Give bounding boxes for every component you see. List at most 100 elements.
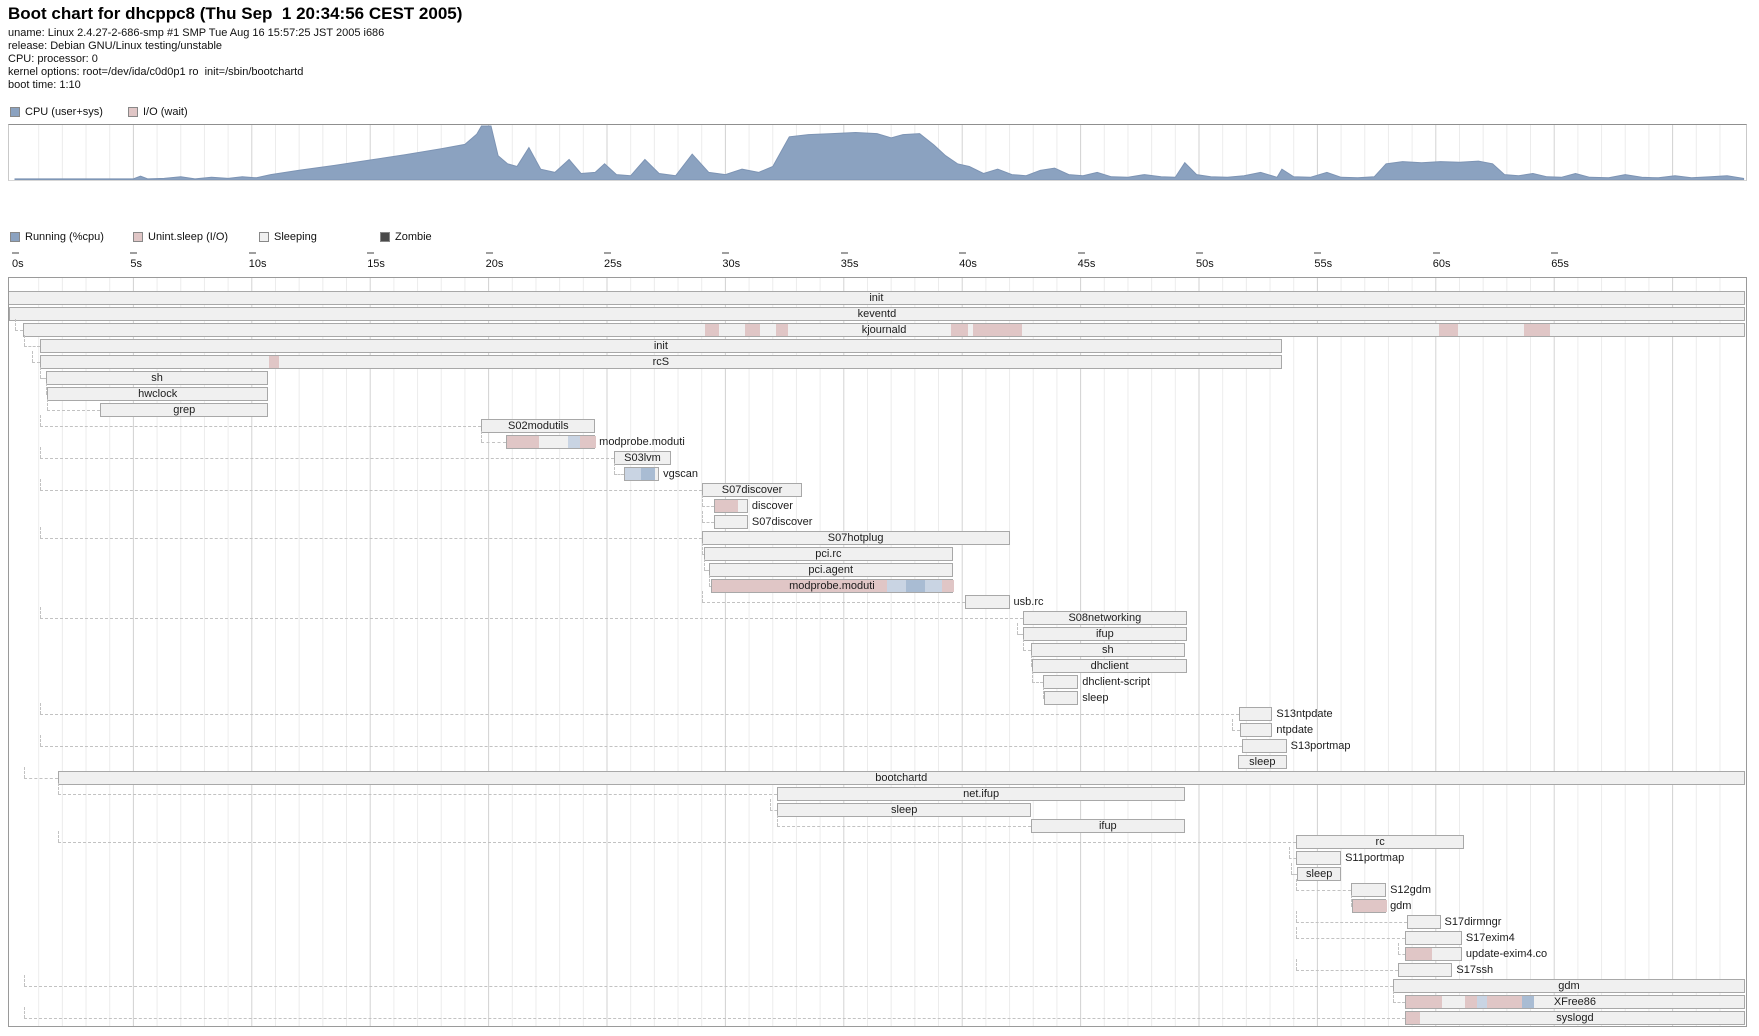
io-wait-segment [712, 580, 888, 592]
process-label: init [653, 340, 668, 352]
axis-tick [959, 252, 967, 254]
parent-connector-stub [24, 335, 26, 346]
parent-connector-line [24, 1018, 1405, 1019]
process-bar [39, 355, 1282, 369]
parent-connector-line [1232, 730, 1241, 731]
axis-tick-label: 65s [1551, 258, 1569, 270]
process-label: pci.agent [808, 564, 854, 576]
parent-connector-line [24, 346, 40, 347]
parent-connector-stub [701, 591, 703, 602]
process-label: ifup [1095, 628, 1114, 640]
parent-connector-line [614, 474, 624, 475]
parent-connector-line [1296, 922, 1408, 923]
process-label: XFree86 [1553, 996, 1597, 1008]
legend-item: Running (%cpu) [10, 231, 104, 243]
parent-connector-line [1022, 650, 1031, 651]
axis-tick [248, 252, 256, 254]
process-bar [777, 787, 1185, 801]
axis-tick [130, 252, 138, 254]
process-label: S13ntpdate [1276, 708, 1333, 720]
parent-connector-stub [1296, 911, 1298, 922]
axis-tick-label: 10s [248, 258, 267, 270]
axis-tick-label: 30s [722, 258, 741, 270]
process-bar [1296, 835, 1465, 849]
parent-connector-line [24, 986, 1394, 987]
parent-connector-line [1397, 954, 1405, 955]
process-bar [1350, 883, 1387, 897]
info-line: release: Debian GNU/Linux testing/unstab… [8, 40, 223, 52]
axis-tick-label: 45s [1077, 258, 1096, 270]
running-segment [925, 580, 942, 592]
parent-connector-line [777, 826, 1031, 827]
legend-label: Sleeping [274, 231, 317, 243]
process-label: S03lvm [624, 452, 661, 464]
gantt-chart: init keventd kjournald init rcS sh hwclock grep… [8, 277, 1747, 1027]
process-label: discover [751, 500, 793, 512]
parent-connector-stub [39, 703, 41, 714]
process-bar [1393, 979, 1745, 993]
io-wait-segment [972, 324, 1023, 336]
axis-tick [1077, 252, 1085, 254]
parent-connector-line [481, 442, 507, 443]
io-wait-segment [1439, 324, 1459, 336]
parent-connector-stub [46, 399, 48, 410]
legend-label: CPU (user+sys) [25, 106, 103, 118]
parent-connector-stub [770, 799, 772, 810]
process-bar [1407, 915, 1441, 929]
process-label: S11portmap [1345, 852, 1405, 864]
sleeping-swatch-icon [259, 232, 269, 242]
parent-connector-line [701, 602, 965, 603]
parent-connector-line [57, 842, 1297, 843]
parent-connector-stub [24, 1007, 26, 1018]
parent-connector-line [704, 570, 709, 571]
process-label: ntpdate [1276, 724, 1314, 736]
process-label: sh [1102, 644, 1114, 656]
process-label: S07discover [721, 484, 783, 496]
process-label: sleep [891, 804, 918, 816]
process-bar [1405, 931, 1462, 945]
parent-connector-line [1030, 666, 1033, 667]
parent-connector-stub [704, 559, 706, 570]
parent-connector-stub [701, 543, 703, 554]
parent-connector-stub [1030, 655, 1032, 666]
axis-tick-label: 5s [130, 258, 143, 270]
parent-connector-stub [57, 783, 59, 794]
io-wait-segment [745, 324, 760, 336]
parent-connector-stub [39, 735, 41, 746]
parent-connector-stub [701, 495, 703, 506]
parent-connector-stub [1397, 943, 1399, 954]
io-wait-segment [776, 324, 788, 336]
process-bar [1238, 755, 1287, 769]
cpu-area-chart [14, 125, 1745, 180]
process-bar [964, 595, 1010, 609]
process-label: S08networking [1068, 612, 1142, 624]
process-label: S07hotplug [827, 532, 884, 544]
parent-connector-line [39, 714, 1240, 715]
info-line: uname: Linux 2.4.27-2-686-smp #1 SMP Tue… [8, 27, 385, 39]
process-label: vgscan [663, 468, 698, 480]
process-bar [481, 419, 596, 433]
running-swatch-icon [10, 232, 20, 242]
process-bar [39, 339, 1282, 353]
parent-connector-stub [39, 479, 41, 490]
process-label: syslogd [1556, 1012, 1594, 1024]
process-label: S17ssh [1456, 964, 1494, 976]
parent-connector-line [1291, 874, 1298, 875]
process-label: gdm [1558, 980, 1580, 992]
process-bar [614, 451, 671, 465]
page-title: Boot chart for dhcppc8 (Thu Sep 1 20:34:… [8, 4, 463, 23]
process-bar [713, 499, 748, 513]
gantt-grid [38, 278, 1721, 1026]
process-label: sleep [1082, 692, 1109, 704]
info-line: boot time: 1:10 [8, 79, 81, 91]
parent-connector-line [1288, 858, 1297, 859]
process-bar [1032, 659, 1188, 673]
parent-connector-line [1393, 1002, 1405, 1003]
parent-connector-line [39, 458, 615, 459]
process-label: S12gdm [1390, 884, 1432, 896]
process-label: S07discover [751, 516, 813, 528]
process-label: dhclient [1090, 660, 1129, 672]
running-segment [624, 468, 642, 480]
parent-connector-stub [39, 415, 41, 426]
parent-connector-stub [701, 511, 703, 522]
